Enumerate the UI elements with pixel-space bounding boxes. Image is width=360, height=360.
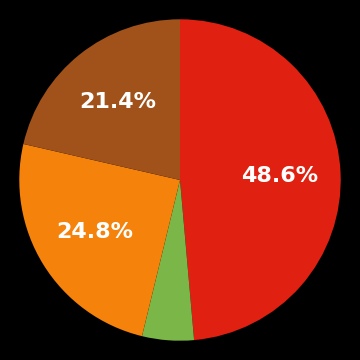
Text: 24.8%: 24.8% (57, 222, 134, 242)
Text: 48.6%: 48.6% (241, 166, 318, 186)
Text: 21.4%: 21.4% (80, 92, 157, 112)
Wedge shape (23, 19, 180, 180)
Wedge shape (180, 19, 341, 340)
Wedge shape (142, 180, 194, 341)
Wedge shape (19, 144, 180, 336)
